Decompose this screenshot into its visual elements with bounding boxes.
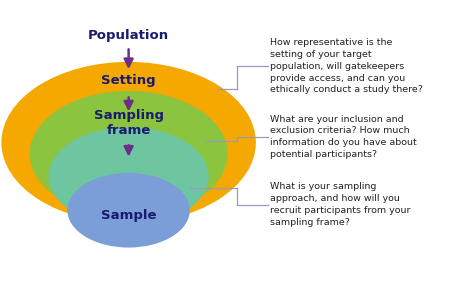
Text: Setting: Setting bbox=[101, 74, 156, 87]
Text: Sample: Sample bbox=[101, 209, 156, 222]
Ellipse shape bbox=[48, 127, 209, 225]
Text: Population: Population bbox=[88, 29, 169, 42]
Ellipse shape bbox=[67, 173, 190, 248]
Ellipse shape bbox=[1, 62, 256, 223]
Text: What are your inclusion and
exclusion criteria? How much
information do you have: What are your inclusion and exclusion cr… bbox=[270, 115, 417, 159]
Text: Sampling
frame: Sampling frame bbox=[94, 109, 164, 137]
Text: How representative is the
setting of your target
population, will gatekeepers
pr: How representative is the setting of you… bbox=[270, 38, 423, 94]
Text: What is your sampling
approach, and how will you
recruit participants from your
: What is your sampling approach, and how … bbox=[270, 182, 410, 227]
Ellipse shape bbox=[30, 91, 228, 217]
